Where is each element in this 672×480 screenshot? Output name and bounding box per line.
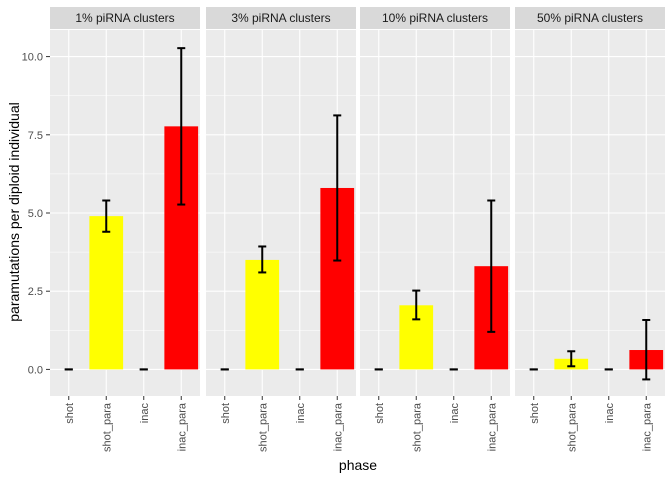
facet-panels: 1% piRNA clusters shot shot_para inac inac_p… [50, 7, 665, 452]
x-tick-label: inac_para [641, 402, 653, 451]
x-tick-label: inac [295, 403, 307, 424]
x-tick-label: shot [64, 403, 76, 424]
x-tick-label: shot [374, 403, 386, 424]
facet-strip-label: 10% piRNA clusters [382, 11, 488, 25]
facet-strip-label: 50% piRNA clusters [537, 11, 643, 25]
facet-strip [515, 7, 665, 29]
bar-shot_para [89, 216, 124, 370]
x-tick-label: inac [139, 403, 151, 424]
y-axis-title: paramutations per diploid individual [6, 102, 22, 321]
y-axis: 0.0 2.5 5.0 7.5 10.0 [22, 52, 50, 376]
facet-strip-label: 1% piRNA clusters [75, 11, 174, 25]
y-tick-label: 7.5 [28, 130, 43, 142]
x-axis-title: phase [339, 457, 377, 473]
x-tick-label: inac_para [332, 402, 344, 451]
x-tick-label: shot [220, 403, 232, 424]
facet-strip-label: 3% piRNA clusters [231, 11, 330, 25]
y-tick-label: 0.0 [28, 364, 43, 376]
x-tick-label: shot_para [411, 402, 423, 452]
facet-panel: 10% piRNA clusters shot shot_para inac inac_… [360, 7, 510, 452]
facet-strip [206, 7, 356, 29]
x-tick-label: shot_para [101, 402, 113, 452]
facet-panel: 50% piRNA clusters shot shot_para inac inac_… [515, 7, 665, 452]
x-tick-label: inac [449, 403, 461, 424]
x-tick-label: inac [604, 403, 616, 424]
x-tick-label: inac_para [176, 402, 188, 451]
facet-strip [360, 7, 510, 29]
x-tick-label: shot_para [257, 402, 269, 452]
bar-shot_para [245, 259, 280, 370]
x-tick-label: shot_para [566, 402, 578, 452]
facet-panel: 1% piRNA clusters shot shot_para inac inac_p… [50, 7, 200, 452]
x-tick-label: inac_para [486, 402, 498, 451]
x-tick-label: shot [529, 403, 541, 424]
facet-panel: 3% piRNA clusters shot shot_para inac inac_p… [206, 7, 356, 452]
y-tick-label: 2.5 [28, 286, 43, 298]
y-tick-label: 5.0 [28, 208, 43, 220]
facet-strip [50, 7, 200, 29]
y-tick-label: 10.0 [22, 52, 43, 64]
